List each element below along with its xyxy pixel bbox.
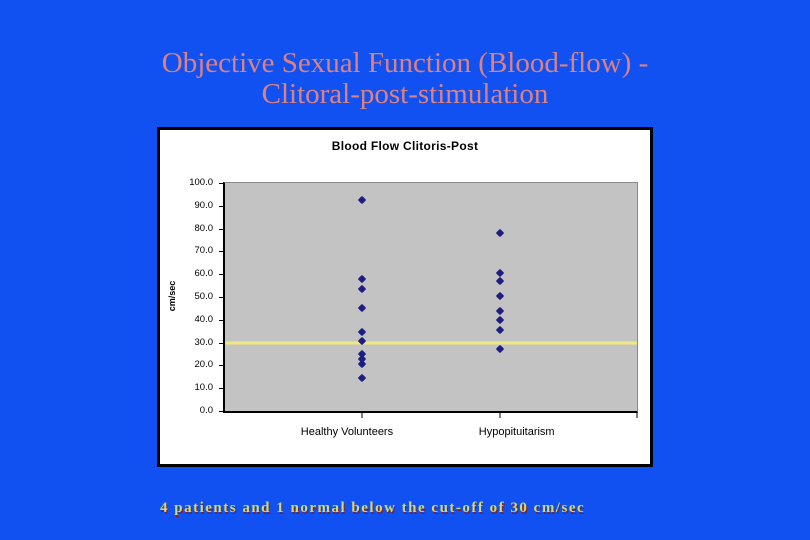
data-point xyxy=(358,284,367,294)
y-tick-mark xyxy=(219,274,225,276)
cutoff-line xyxy=(225,341,637,345)
x-axis-labels: Healthy Volunteers Hypopituitarism xyxy=(225,426,637,442)
category-label: Hypopituitarism xyxy=(478,426,555,438)
y-tick-mark xyxy=(219,228,225,230)
slide-title: Objective Sexual Function (Blood-flow) -… xyxy=(0,48,810,110)
y-tick-mark xyxy=(219,297,225,298)
data-point xyxy=(495,306,504,315)
slide-title-line2: Clitoral-post-stimulation xyxy=(261,78,549,110)
y-tick-label: 20.0 xyxy=(194,359,214,371)
y-axis-ticks: 0.0 10.0 20.0 30.0 40.0 50.0 60.0 70.0 80.0 90.0 1… xyxy=(160,177,225,416)
data-point xyxy=(495,291,504,301)
data-point xyxy=(358,274,367,283)
y-tick-mark xyxy=(219,388,225,390)
y-tick-label: 80.0 xyxy=(194,222,214,234)
chart-container: Blood Flow Clitoris-Post cm/sec 0.0 10.0 2… xyxy=(157,127,653,467)
y-tick-label: 60.0 xyxy=(194,268,214,280)
data-point xyxy=(358,195,367,205)
y-tick-mark xyxy=(219,183,225,184)
slide-title-line1: Objective Sexual Function (Blood-flow) - xyxy=(161,47,649,79)
data-point xyxy=(358,304,367,313)
plot-area xyxy=(223,182,638,418)
data-point xyxy=(358,373,367,383)
data-point xyxy=(358,359,367,368)
y-tick-label: 10.0 xyxy=(194,382,214,394)
y-tick-label: 30.0 xyxy=(194,336,214,348)
x-tick-mark xyxy=(636,413,638,418)
category-label: Healthy Volunteers xyxy=(300,426,394,438)
y-tick-mark xyxy=(219,342,225,344)
y-tick-label: 50.0 xyxy=(194,290,214,302)
data-point xyxy=(495,315,504,325)
data-point xyxy=(495,325,504,335)
y-tick-label: 0.0 xyxy=(199,404,213,416)
y-tick-label: 100.0 xyxy=(189,176,213,188)
x-tick-mark xyxy=(361,413,363,418)
data-point xyxy=(495,276,504,286)
data-point xyxy=(495,228,504,238)
data-point xyxy=(358,337,367,346)
y-tick-mark xyxy=(219,319,225,321)
y-tick-mark xyxy=(219,365,225,367)
y-tick-mark xyxy=(219,251,225,253)
footnote: 4 patients and 1 normal below the cut-of… xyxy=(160,500,586,516)
y-tick-mark xyxy=(219,411,225,412)
y-tick-label: 90.0 xyxy=(194,199,214,211)
x-tick-mark xyxy=(499,413,501,418)
data-point xyxy=(495,345,504,354)
y-tick-label: 70.0 xyxy=(194,245,214,257)
data-point xyxy=(358,328,367,337)
chart-title: Blood Flow Clitoris-Post xyxy=(331,139,479,153)
y-tick-mark xyxy=(219,205,225,207)
y-tick-label: 40.0 xyxy=(194,313,214,325)
